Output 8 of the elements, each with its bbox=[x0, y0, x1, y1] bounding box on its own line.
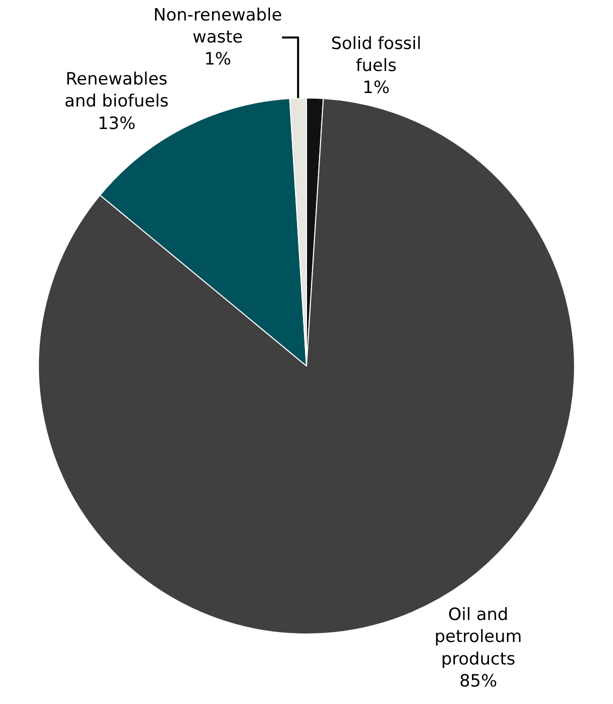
data-label: 1% bbox=[362, 78, 390, 98]
slice-label: Oil and petroleum products bbox=[434, 605, 522, 670]
slice-label: Non-renewable waste bbox=[153, 5, 282, 48]
slice-label: Solid fossil fuels bbox=[330, 34, 422, 76]
slice-label: Renewables and biofuels bbox=[64, 70, 169, 112]
data-label: 1% bbox=[204, 50, 232, 70]
data-label: 85% bbox=[459, 671, 498, 692]
data-label: 13% bbox=[98, 114, 136, 134]
